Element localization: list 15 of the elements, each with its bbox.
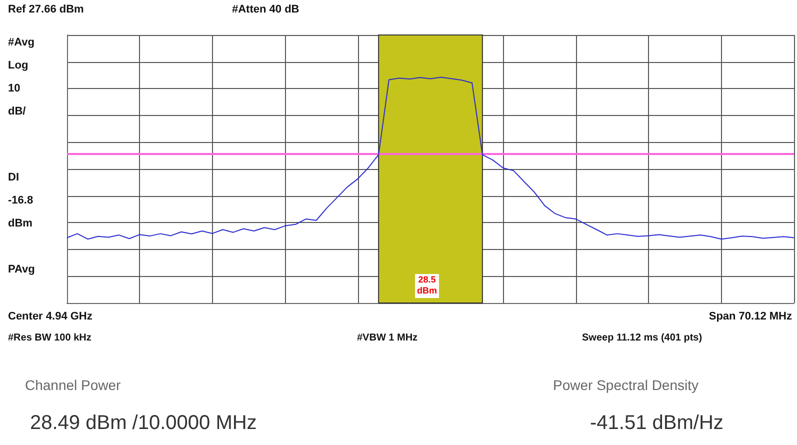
text: Center 4.94 GHz [8, 310, 93, 322]
annotation: 28.5 dBm [417, 274, 437, 296]
text: Sweep 11.12 ms (401 pts) [582, 332, 702, 344]
text: DI -16.8 dBm [8, 172, 34, 230]
text: #VBW 1 MHz [357, 332, 418, 344]
text: Ref 27.66 dBm [8, 4, 84, 16]
text: Channel Power [25, 377, 122, 393]
text: PAvg [8, 264, 35, 276]
text: Span 70.12 MHz [708, 310, 792, 322]
text: -41.51 dBm/Hz [590, 412, 724, 434]
text: #Atten 40 dB [232, 4, 300, 16]
text: 28.49 dBm /10.0000 MHz [30, 412, 257, 434]
text: #Avg Log 10 dB/ [8, 36, 34, 118]
text: #Res BW 100 kHz [8, 332, 92, 344]
text: Power Spectral Density [553, 377, 699, 393]
